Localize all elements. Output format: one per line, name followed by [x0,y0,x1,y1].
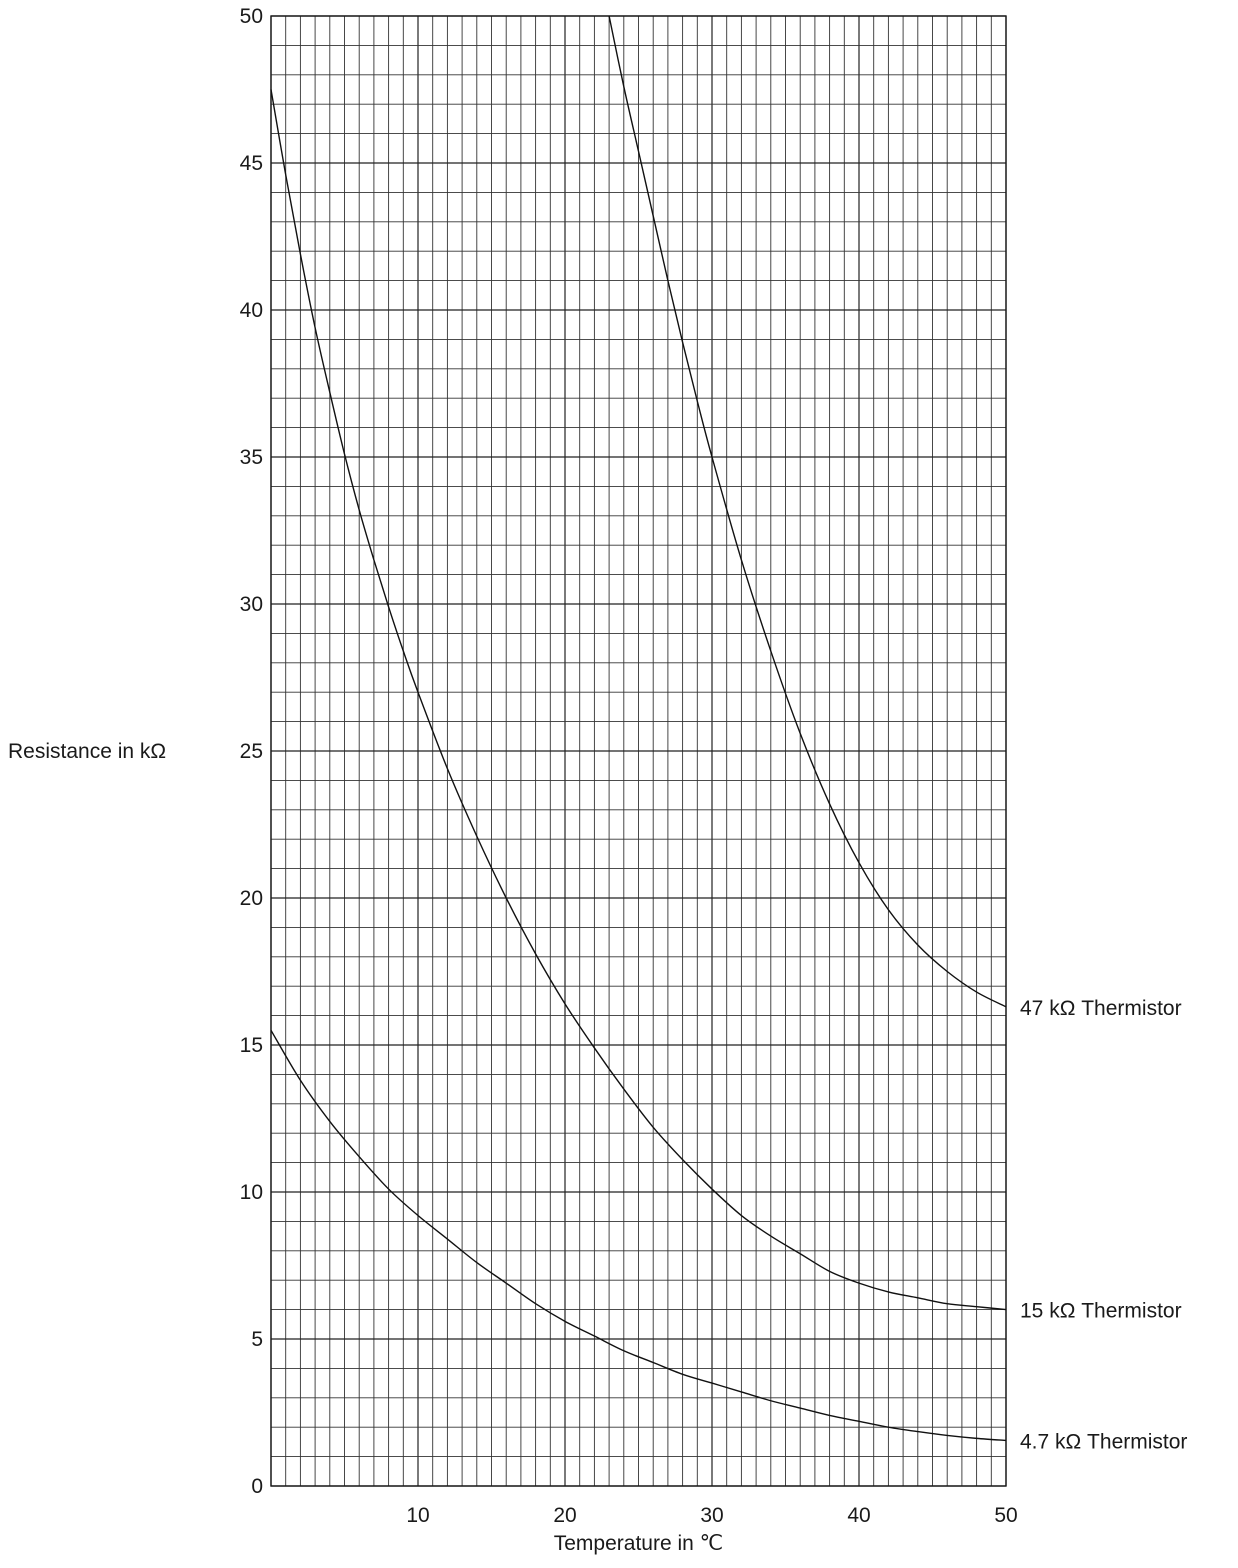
x-tick-label: 40 [847,1504,870,1527]
x-tick-label: 50 [994,1504,1017,1527]
y-tick-label: 45 [240,152,263,175]
y-axis-title: Resistance in kΩ [8,740,166,763]
x-axis-title: Temperature in ℃ [554,1532,724,1555]
y-tick-label: 30 [240,593,263,616]
y-tick-label: 25 [240,740,263,763]
y-tick-label: 0 [251,1475,263,1498]
series-line-1 [270,89,1007,1311]
series-label-2: 4.7 kΩ Thermistor [1020,1430,1187,1453]
x-tick-label: 10 [406,1504,429,1527]
grid [270,15,1007,1487]
y-tick-label: 20 [240,887,263,910]
y-tick-label: 35 [240,446,263,469]
y-tick-label: 50 [240,5,263,28]
y-tick-label: 10 [240,1181,263,1204]
curves [270,15,1007,1442]
y-tick-label: 15 [240,1034,263,1057]
x-tick-label: 20 [553,1504,576,1527]
series-label-1: 15 kΩ Thermistor [1020,1300,1182,1323]
series-line-0 [608,15,1007,1008]
tick-labels: 0 5 10 15 20 25 30 35 40 45 50 10 20 30 40 50 [240,5,1018,1527]
series-label-0: 47 kΩ Thermistor [1020,997,1182,1020]
series-labels: 47 kΩ Thermistor 15 kΩ Thermistor 4.7 kΩ T… [1020,997,1187,1454]
y-tick-label: 5 [251,1328,263,1351]
series-line-2 [270,1029,1007,1442]
x-tick-label: 30 [700,1504,723,1527]
y-tick-label: 40 [240,299,263,322]
plot-frame [270,15,1007,1487]
